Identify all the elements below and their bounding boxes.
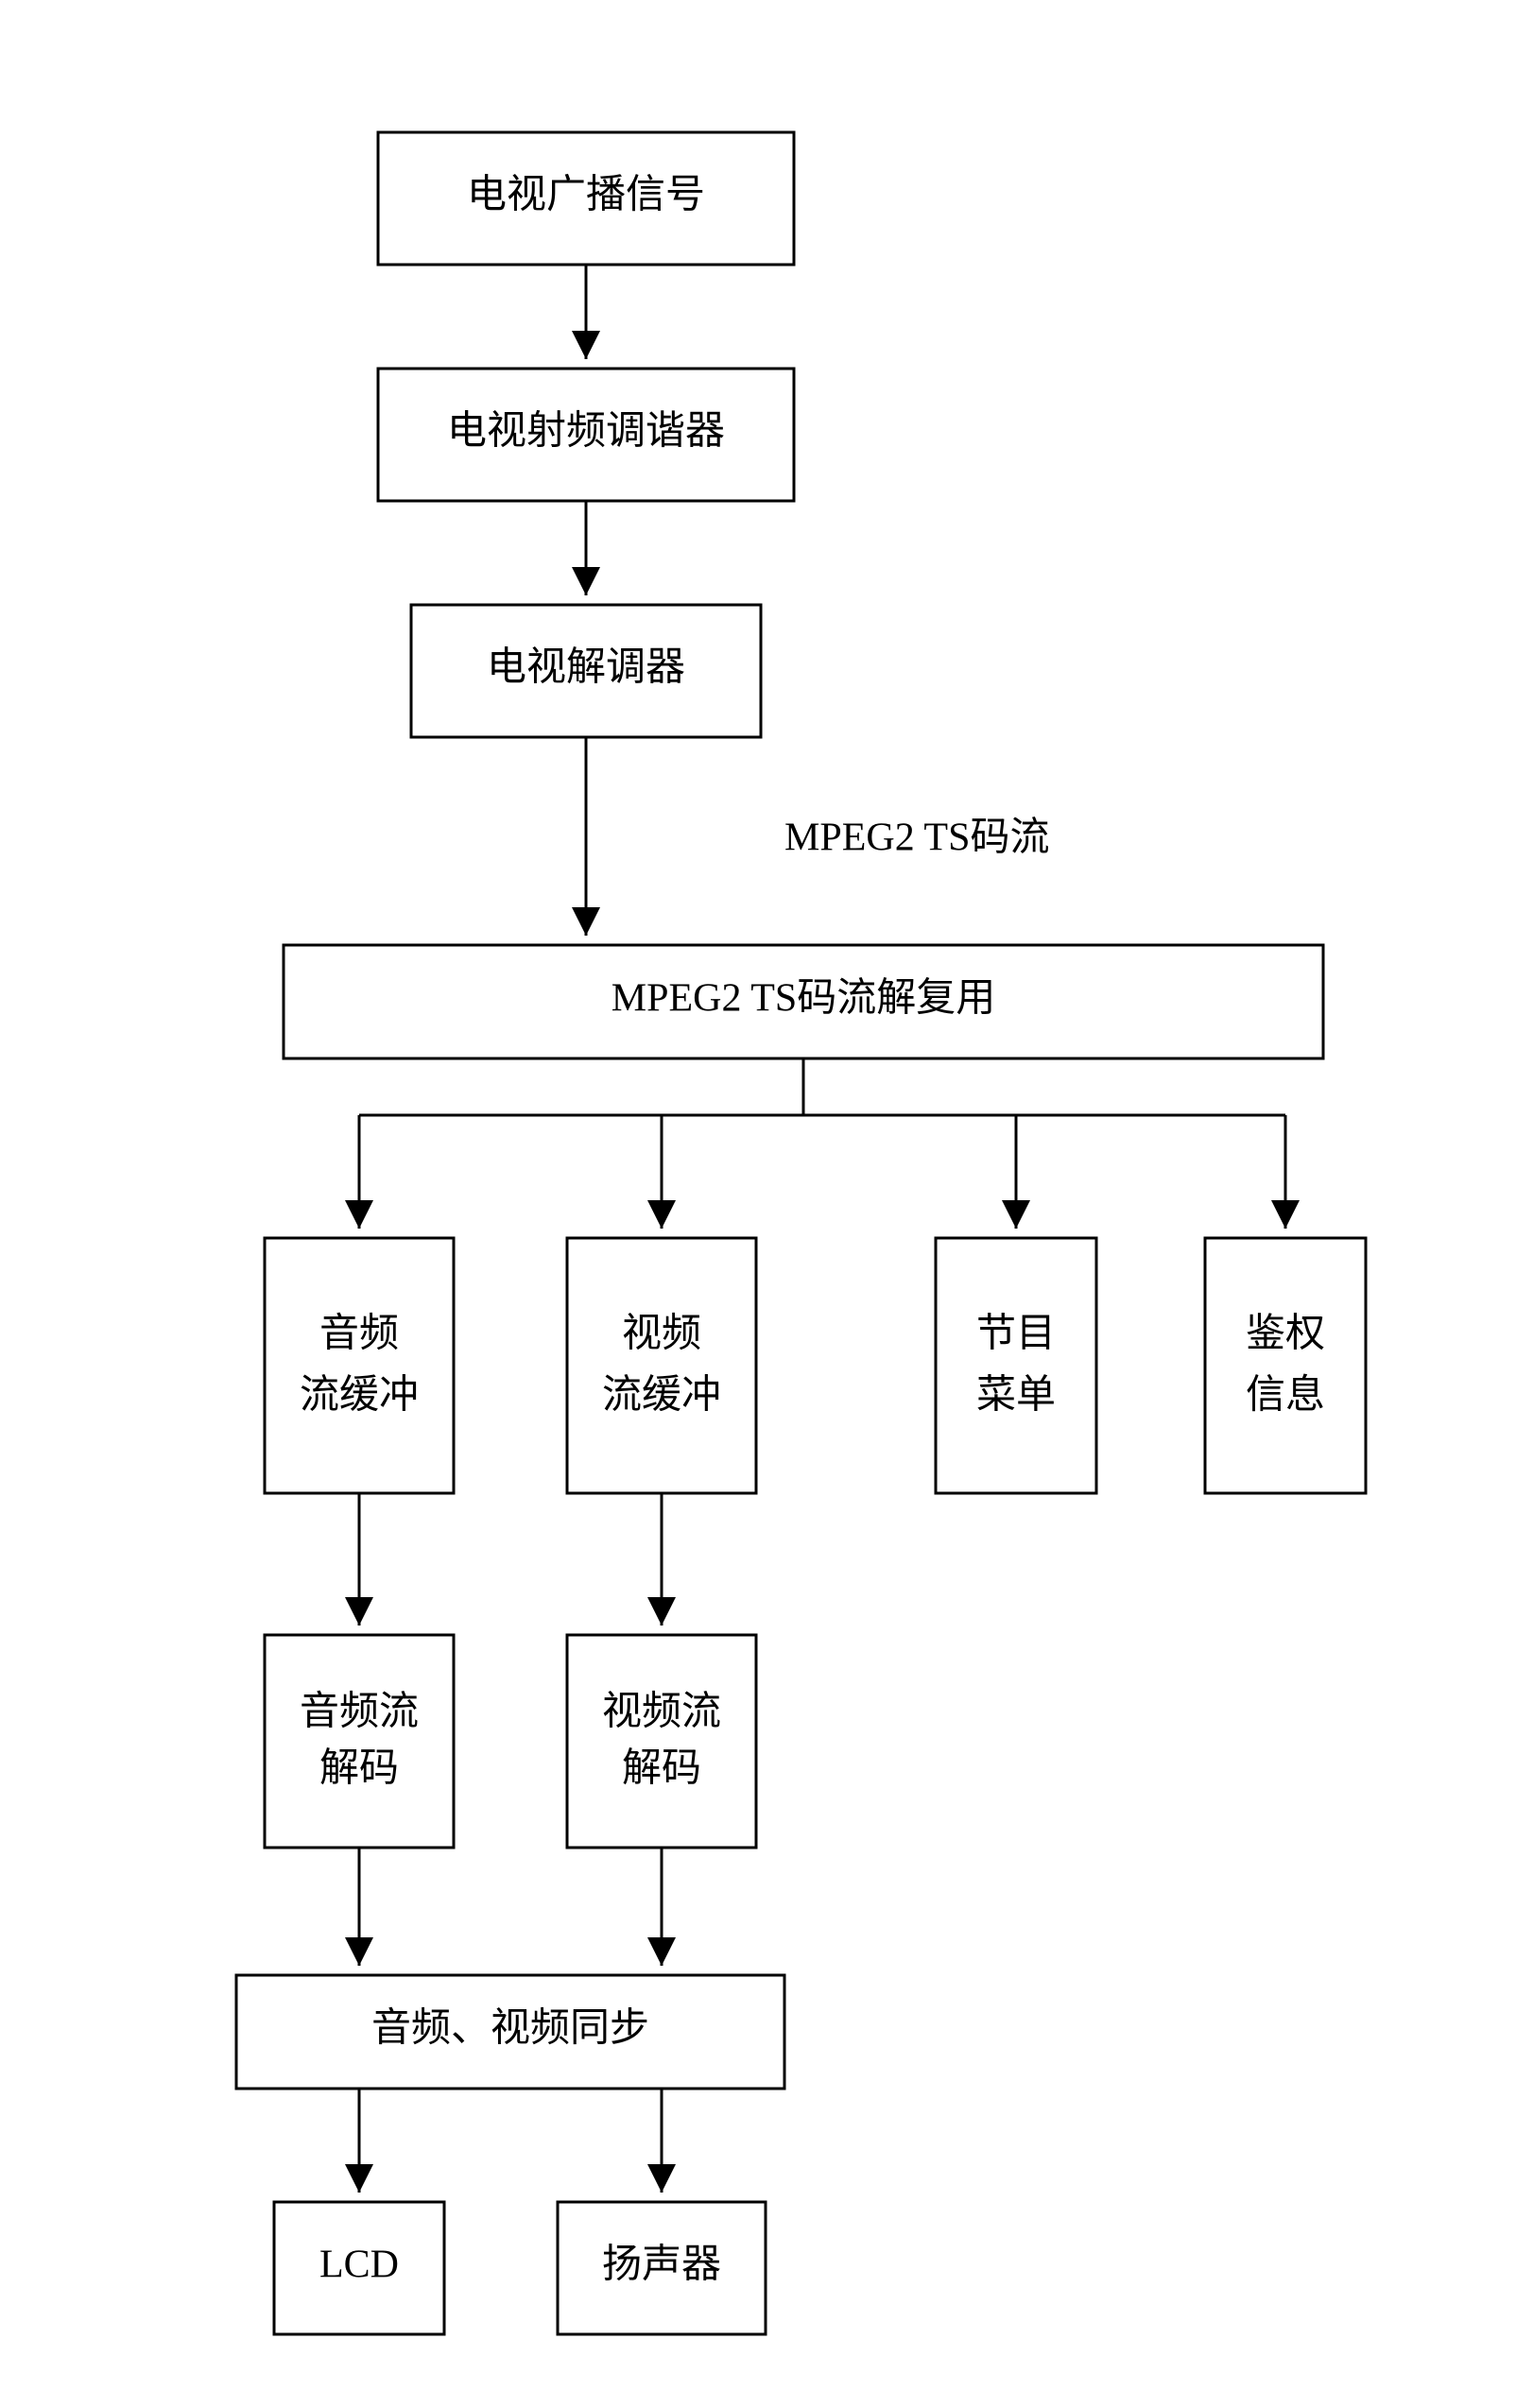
node-label: 解码: [319, 1747, 399, 1791]
node-label: 流缓冲: [602, 1374, 721, 1418]
edge-label-mpeg2-ts: MPEG2 TS码流: [784, 817, 1049, 860]
node-label: 音频、视频同步: [371, 2006, 649, 2051]
node-label: 视频流: [602, 1691, 721, 1734]
node-label: 菜单: [976, 1374, 1056, 1418]
node-audio-buffer: [265, 1238, 454, 1493]
node-label: 节目: [976, 1313, 1056, 1356]
node-label: 解码: [622, 1747, 701, 1791]
node-label: 音频流: [300, 1690, 419, 1734]
node-label: 音频: [319, 1312, 399, 1356]
node-label: MPEG2 TS码流解复用: [612, 977, 995, 1021]
node-label: 电视解调器: [487, 646, 685, 690]
node-label: 鉴权: [1246, 1313, 1325, 1356]
node-label: 电视广播信号: [467, 174, 705, 217]
node-label: 电视射频调谐器: [447, 410, 725, 454]
node-label: LCD: [319, 2244, 399, 2287]
node-auth-info: [1205, 1238, 1366, 1493]
node-video-buffer: [567, 1238, 756, 1493]
node-label: 视频: [622, 1313, 701, 1356]
node-audio-decode: [265, 1635, 454, 1848]
flowchart-diagram: 电视广播信号 电视射频调谐器 电视解调器 MPEG2 TS码流 MPEG2 TS…: [0, 0, 1516, 2408]
node-label: 扬声器: [602, 2244, 721, 2287]
node-label: 信息: [1246, 1373, 1325, 1418]
node-video-decode: [567, 1635, 756, 1848]
node-program-menu: [936, 1238, 1096, 1493]
node-label: 流缓冲: [300, 1374, 419, 1418]
